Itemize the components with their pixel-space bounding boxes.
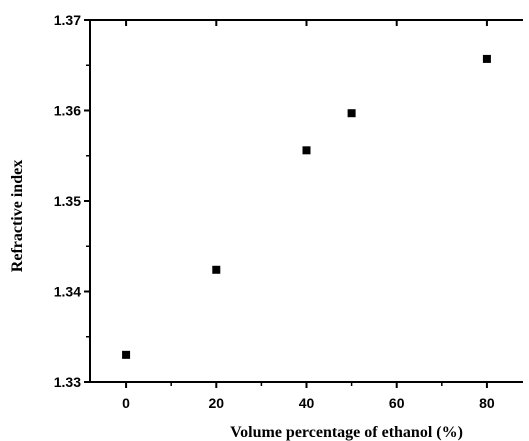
data-point (482, 54, 491, 63)
x-tick-label: 40 (299, 395, 315, 411)
y-tick-label: 1.35 (54, 193, 81, 209)
y-tick-label: 1.36 (54, 103, 81, 119)
y-tick-label: 1.37 (54, 12, 81, 28)
y-tick-label: 1.34 (54, 284, 81, 300)
x-tick-label: 0 (122, 395, 130, 411)
x-tick-label: 80 (479, 395, 495, 411)
data-point (347, 109, 356, 118)
data-point (212, 265, 221, 274)
y-axis-ticks: 1.33 1.34 1.35 1.36 1.37 (54, 12, 90, 390)
data-points (122, 54, 491, 359)
y-axis-label: Refractive index (9, 160, 26, 272)
plot-frame (89, 19, 523, 383)
y-tick-label: 1.33 (54, 374, 81, 390)
x-axis-ticks: 0 20 40 60 80 (122, 20, 495, 411)
x-tick-label: 20 (209, 395, 225, 411)
x-axis-label: Volume percentage of ethanol (%) (230, 424, 463, 441)
x-tick-label: 60 (389, 395, 405, 411)
data-point (302, 146, 311, 155)
data-point (122, 350, 131, 359)
